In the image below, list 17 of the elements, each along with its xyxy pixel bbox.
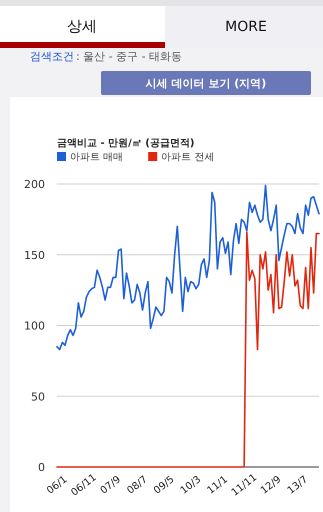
text: 시세 데이터 보기 (지역) bbox=[146, 77, 266, 90]
legend-label: 아파트 전세 bbox=[161, 152, 214, 163]
text: 검색조건 bbox=[30, 50, 74, 63]
line-series bbox=[56, 231, 320, 468]
y-tick-label: 0 bbox=[38, 461, 45, 474]
text: 상세 bbox=[67, 17, 97, 35]
y-tick-label: 100 bbox=[24, 320, 45, 332]
x-tick-label: 07/9 bbox=[98, 474, 124, 497]
text: : 울산 - 중구 - 태화동 bbox=[76, 50, 182, 63]
line-series bbox=[56, 184, 320, 350]
y-tick-label: 200 bbox=[24, 178, 45, 191]
x-tick-label: 06/1 bbox=[45, 474, 70, 497]
chart-title: 금액비교 - 만원/㎡ (공급면적) bbox=[57, 138, 194, 149]
legend-label: 아파트 매매 bbox=[70, 152, 124, 163]
y-tick-label: 150 bbox=[24, 248, 45, 262]
text: MORE bbox=[225, 19, 267, 35]
y-tick-label: 50 bbox=[31, 390, 45, 404]
